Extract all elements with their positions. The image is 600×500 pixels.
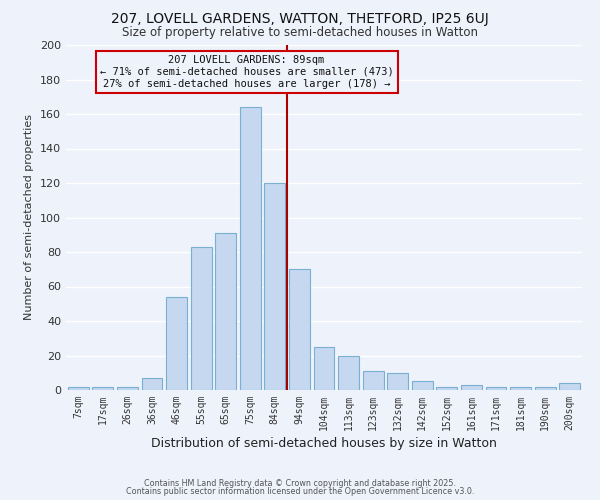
Text: Contains public sector information licensed under the Open Government Licence v3: Contains public sector information licen…: [126, 487, 474, 496]
Bar: [436, 386, 457, 390]
Bar: [510, 386, 531, 390]
Bar: [240, 107, 261, 390]
Text: Size of property relative to semi-detached houses in Watton: Size of property relative to semi-detach…: [122, 26, 478, 39]
Text: Contains HM Land Registry data © Crown copyright and database right 2025.: Contains HM Land Registry data © Crown c…: [144, 478, 456, 488]
Bar: [166, 297, 187, 390]
Bar: [362, 371, 383, 390]
Text: 207, LOVELL GARDENS, WATTON, THETFORD, IP25 6UJ: 207, LOVELL GARDENS, WATTON, THETFORD, I…: [111, 12, 489, 26]
Bar: [289, 269, 310, 390]
Bar: [117, 386, 138, 390]
Bar: [485, 386, 506, 390]
Bar: [142, 378, 163, 390]
Bar: [265, 183, 286, 390]
Bar: [559, 383, 580, 390]
Bar: [387, 373, 408, 390]
Text: 207 LOVELL GARDENS: 89sqm
← 71% of semi-detached houses are smaller (473)
27% of: 207 LOVELL GARDENS: 89sqm ← 71% of semi-…: [100, 56, 394, 88]
Bar: [92, 386, 113, 390]
Y-axis label: Number of semi-detached properties: Number of semi-detached properties: [25, 114, 34, 320]
Bar: [412, 382, 433, 390]
Bar: [68, 386, 89, 390]
Bar: [338, 356, 359, 390]
Bar: [314, 347, 334, 390]
Bar: [191, 247, 212, 390]
X-axis label: Distribution of semi-detached houses by size in Watton: Distribution of semi-detached houses by …: [151, 437, 497, 450]
Bar: [215, 233, 236, 390]
Bar: [535, 386, 556, 390]
Bar: [461, 385, 482, 390]
